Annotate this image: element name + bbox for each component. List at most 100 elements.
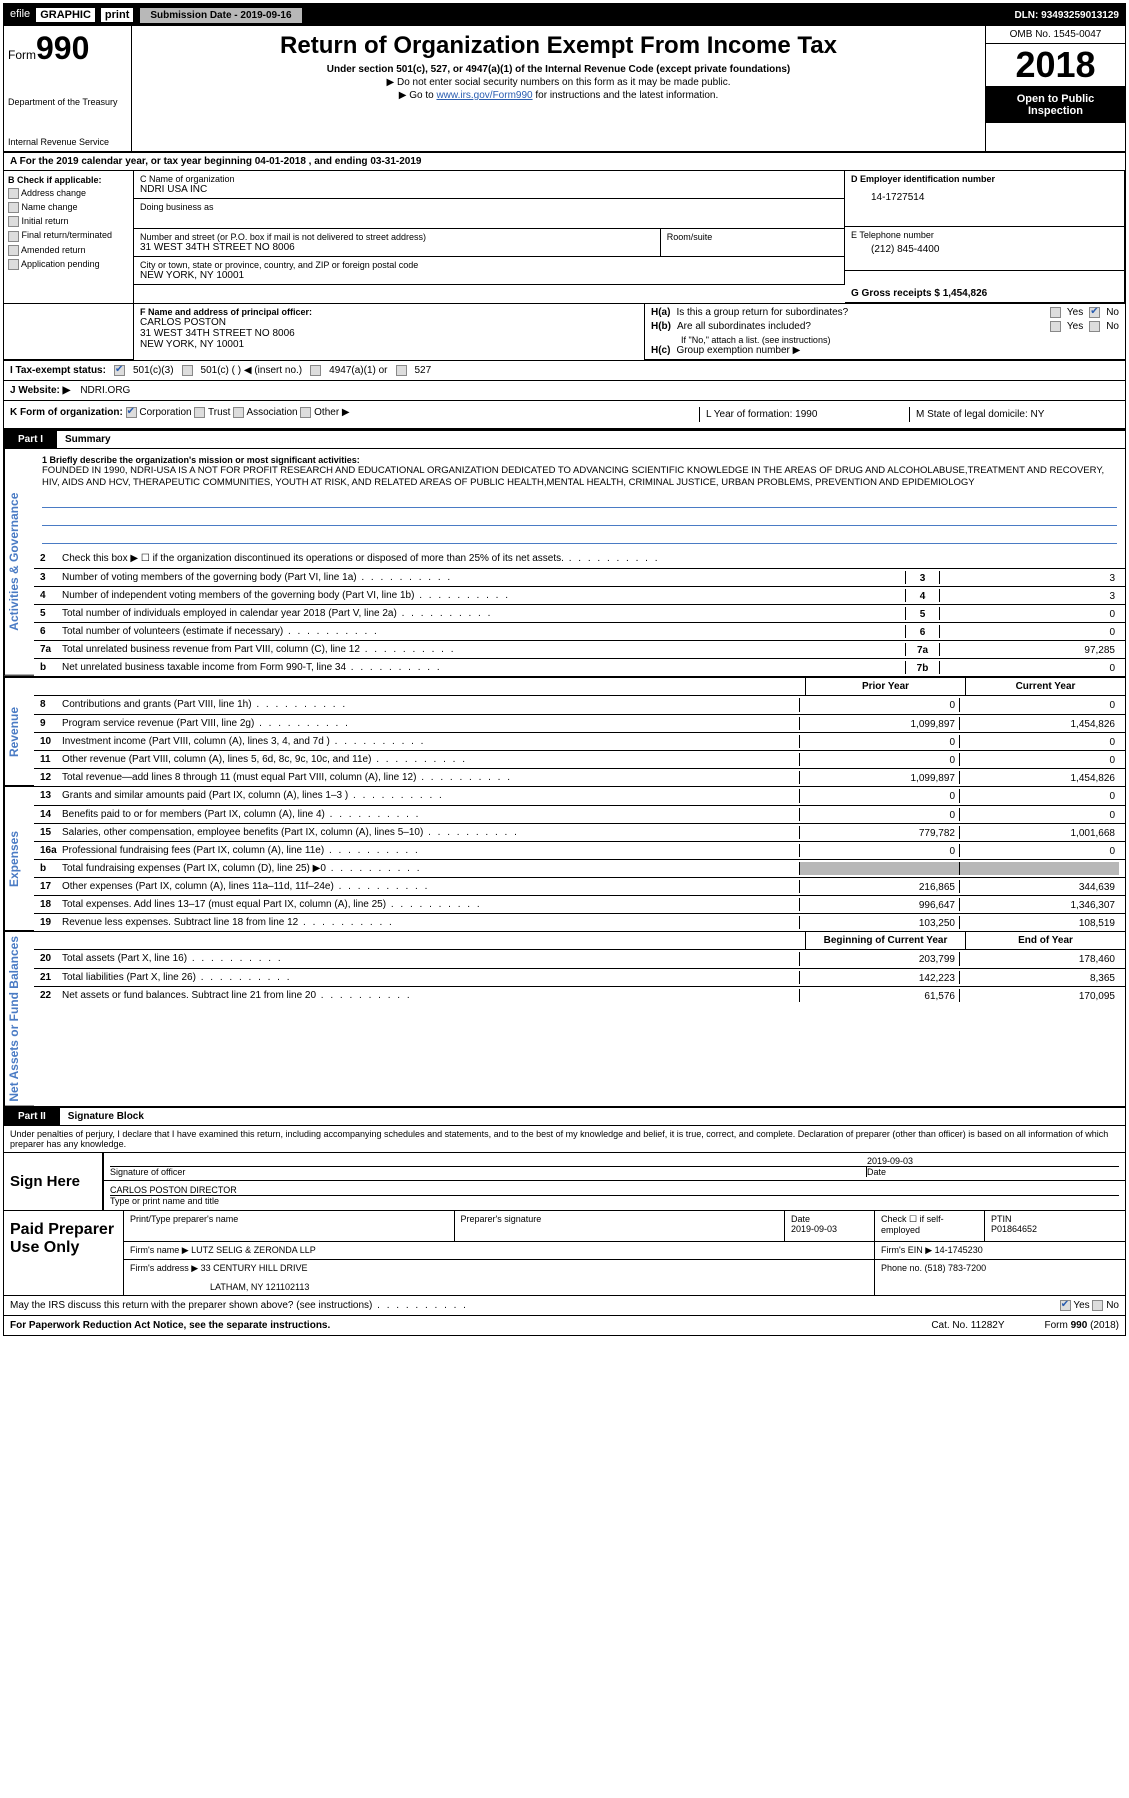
efile-badge: efile GRAPHIC print	[4, 6, 139, 24]
chk-corp[interactable]	[126, 407, 137, 418]
mission-block: 1 Briefly describe the organization's mi…	[34, 449, 1125, 550]
chk-other[interactable]	[300, 407, 311, 418]
line-11: 11Other revenue (Part VIII, column (A), …	[34, 750, 1125, 768]
chk-501c3[interactable]	[114, 365, 125, 376]
header-left: Form990 Department of the Treasury Inter…	[4, 26, 132, 151]
hb-yes: Yes	[1067, 321, 1083, 332]
hb-yes-chk[interactable]	[1050, 321, 1061, 332]
chk-initial-return[interactable]	[8, 216, 19, 227]
self-employed-check: Check ☐ if self-employed	[875, 1211, 985, 1241]
hdr-prior-year: Prior Year	[805, 678, 965, 695]
graphic-btn[interactable]: GRAPHIC	[36, 8, 95, 22]
lbl-501c3: 501(c)(3)	[133, 365, 174, 376]
print-btn[interactable]: print	[101, 8, 133, 22]
chk-name-change[interactable]	[8, 202, 19, 213]
hdr-begin-year: Beginning of Current Year	[805, 932, 965, 949]
part-1-title: Summary	[57, 434, 111, 445]
irs-link[interactable]: www.irs.gov/Form990	[436, 90, 532, 101]
line-16a: 16aProfessional fundraising fees (Part I…	[34, 841, 1125, 859]
hdr-current-year: Current Year	[965, 678, 1125, 695]
gross-receipts: G Gross receipts $ 1,454,826	[851, 288, 987, 299]
chk-4947[interactable]	[310, 365, 321, 376]
firm-addr-label: Firm's address ▶	[130, 1263, 198, 1273]
col-b-checkboxes: B Check if applicable: Address change Na…	[4, 171, 134, 303]
row-a-tax-year: A For the 2019 calendar year, or tax yea…	[4, 153, 1125, 171]
omb-number: OMB No. 1545-0047	[986, 26, 1125, 44]
line-15: 15Salaries, other compensation, employee…	[34, 823, 1125, 841]
f-block: F Name and address of principal officer:…	[134, 304, 645, 360]
line-10: 10Investment income (Part VIII, column (…	[34, 732, 1125, 750]
lbl-amended: Amended return	[21, 245, 86, 255]
ha-no-chk[interactable]	[1089, 307, 1100, 318]
phone-val: (212) 845-4400	[851, 244, 1118, 255]
chk-amended[interactable]	[8, 245, 19, 256]
gov-line-7a: 7aTotal unrelated business revenue from …	[34, 640, 1125, 658]
prep-date-label: Date	[791, 1214, 868, 1224]
cat-no: Cat. No. 11282Y	[931, 1320, 1004, 1331]
irs-yes-chk[interactable]	[1060, 1300, 1071, 1311]
lbl-app-pending: Application pending	[21, 259, 100, 269]
f-city: NEW YORK, NY 10001	[140, 339, 638, 350]
ha-q: Is this a group return for subordinates?	[676, 307, 1043, 318]
f-label: F Name and address of principal officer:	[140, 307, 638, 317]
i-row: I Tax-exempt status: 501(c)(3) 501(c) ( …	[4, 361, 1125, 381]
col-b-head: B Check if applicable:	[8, 175, 129, 185]
prep-sig-label: Preparer's signature	[461, 1214, 779, 1224]
topbar: efile GRAPHIC print Submission Date - 20…	[4, 4, 1125, 26]
ein-label: D Employer identification number	[851, 174, 1118, 184]
mission-q: 1 Briefly describe the organization's mi…	[42, 455, 1117, 465]
k-row: K Form of organization: Corporation Trus…	[4, 401, 1125, 430]
dba-label: Doing business as	[140, 202, 838, 212]
lbl-corp: Corporation	[139, 407, 191, 418]
lbl-other: Other ▶	[314, 407, 349, 418]
form-subtitle: Under section 501(c), 527, or 4947(a)(1)…	[142, 64, 975, 75]
chk-trust[interactable]	[194, 407, 205, 418]
street-label: Number and street (or P.O. box if mail i…	[140, 232, 654, 242]
ha-yes-chk[interactable]	[1050, 307, 1061, 318]
vlabel-expenses: Expenses	[4, 787, 34, 931]
net-assets-section: Net Assets or Fund Balances Beginning of…	[4, 931, 1125, 1107]
firm-ein-label: Firm's EIN ▶	[881, 1245, 932, 1255]
lbl-final-return: Final return/terminated	[22, 230, 113, 240]
part-2-tab: Part II	[4, 1108, 60, 1125]
chk-assoc[interactable]	[233, 407, 244, 418]
firm-ein: 14-1745230	[935, 1245, 983, 1255]
sig-date-val: 2019-09-03	[867, 1156, 1119, 1166]
room-label: Room/suite	[667, 232, 838, 242]
col-c: C Name of organization NDRI USA INC Doin…	[134, 171, 845, 303]
j-row: J Website: ▶ NDRI.ORG	[4, 381, 1125, 401]
line-17: 17Other expenses (Part IX, column (A), l…	[34, 877, 1125, 895]
vlabel-revenue: Revenue	[4, 678, 34, 786]
firm-phone: Phone no. (518) 783-7200	[875, 1260, 1125, 1295]
officer-sig-label: Signature of officer	[110, 1166, 866, 1177]
ptin-val: P01864652	[991, 1224, 1119, 1234]
irs-no-chk[interactable]	[1092, 1300, 1103, 1311]
firm-name-label: Firm's name ▶	[130, 1245, 189, 1255]
sign-here-block: Sign Here Signature of officer 2019-09-0…	[4, 1153, 1125, 1211]
mission-line-1	[42, 494, 1117, 508]
chk-501c[interactable]	[182, 365, 193, 376]
submission-date: Submission Date - 2019-09-16	[139, 7, 302, 24]
dept-irs: Internal Revenue Service	[8, 137, 127, 147]
lbl-501c: 501(c) ( ) ◀ (insert no.)	[201, 365, 303, 376]
governance-section: Activities & Governance 1 Briefly descri…	[4, 449, 1125, 676]
form-note-1: ▶ Do not enter social security numbers o…	[142, 77, 975, 88]
line-8: 8Contributions and grants (Part VIII, li…	[34, 696, 1125, 714]
mission-line-2	[42, 512, 1117, 526]
chk-527[interactable]	[396, 365, 407, 376]
ha-no: No	[1106, 307, 1119, 318]
hb-no-chk[interactable]	[1089, 321, 1100, 332]
chk-app-pending[interactable]	[8, 259, 19, 270]
line-12: 12Total revenue—add lines 8 through 11 (…	[34, 768, 1125, 786]
firm-addr-2: LATHAM, NY 121102113	[130, 1282, 868, 1292]
chk-final-return[interactable]	[8, 231, 19, 242]
ha-label: H(a)	[651, 307, 670, 318]
line-22: 22Net assets or fund balances. Subtract …	[34, 986, 1125, 1004]
pra-notice: For Paperwork Reduction Act Notice, see …	[10, 1320, 330, 1331]
form-note-2: ▶ Go to www.irs.gov/Form990 for instruct…	[142, 90, 975, 101]
hb-note: If "No," attach a list. (see instruction…	[651, 335, 1119, 345]
chk-address-change[interactable]	[8, 188, 19, 199]
form-number: Form990	[8, 30, 127, 67]
gov-line-4: 4Number of independent voting members of…	[34, 586, 1125, 604]
city-label: City or town, state or province, country…	[140, 260, 838, 270]
